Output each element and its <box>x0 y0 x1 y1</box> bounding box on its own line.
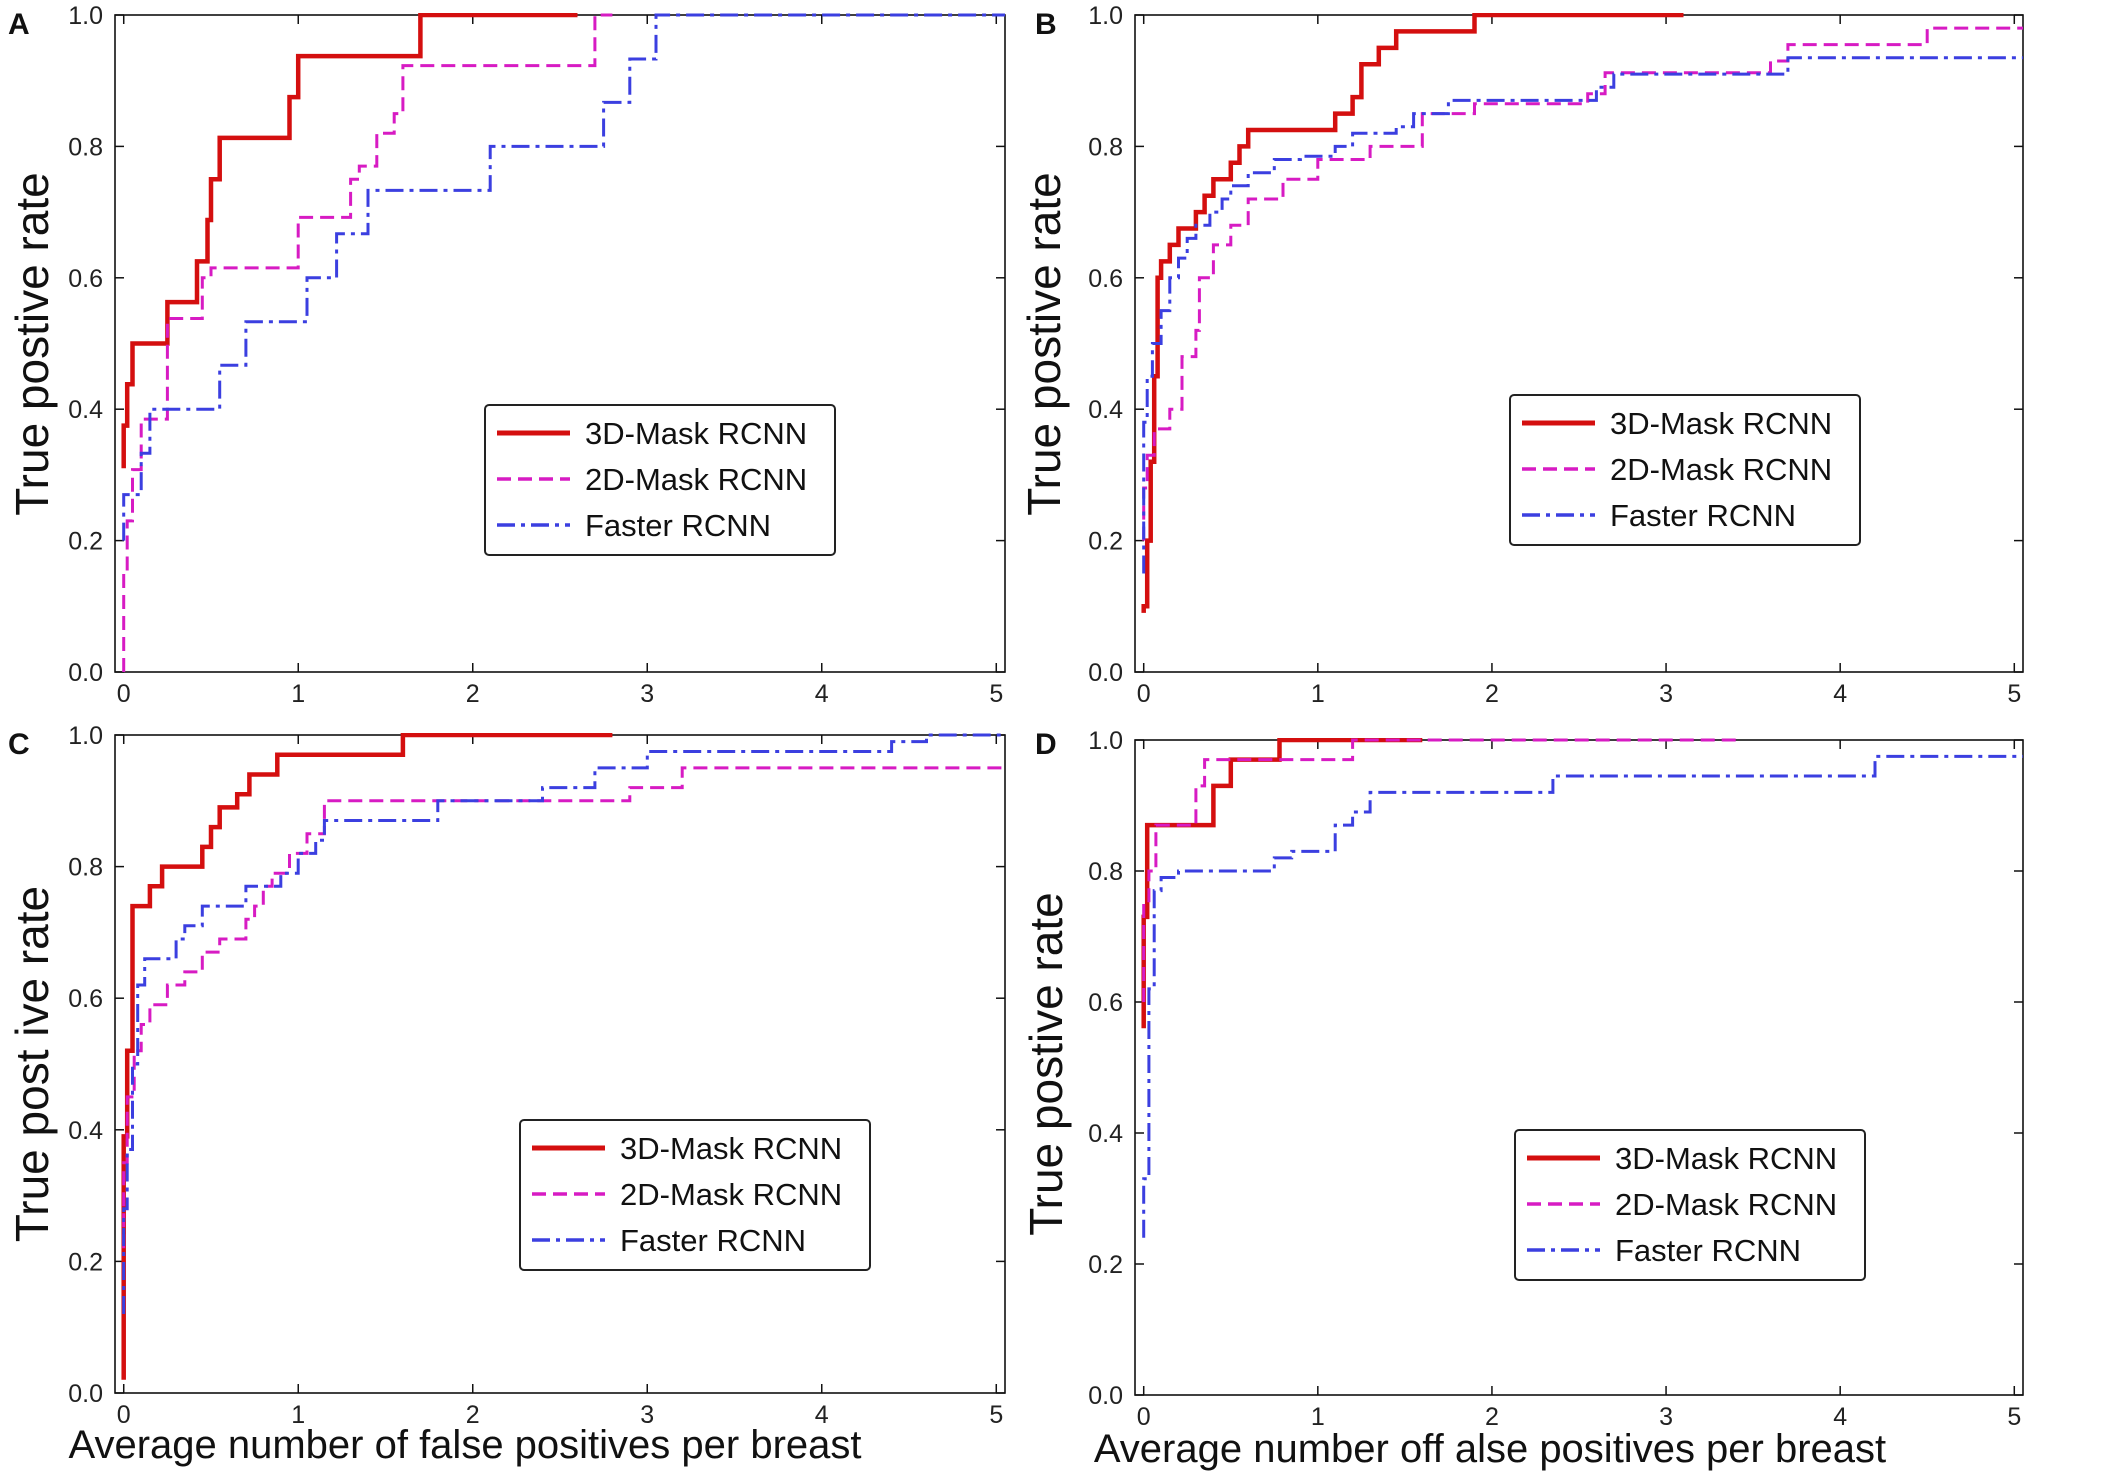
x-tick-label: 3 <box>640 680 654 708</box>
y-tick-label: 1.0 <box>1088 727 1123 755</box>
x-tick-label: 4 <box>815 1401 829 1429</box>
y-tick-label: 0.8 <box>1088 133 1123 161</box>
series-line-faster-rcnn <box>1142 56 2023 574</box>
plot-frame <box>114 734 1006 1394</box>
plot-frame <box>1134 14 2024 673</box>
series-line-2d-mask-rcnn <box>122 766 1005 1249</box>
y-tick-label: 1.0 <box>68 722 103 750</box>
x-tick-label: 4 <box>1833 680 1847 708</box>
legend-label: 3D-Mask RCNN <box>1615 1141 1837 1176</box>
y-tick-label: 0.6 <box>68 265 103 293</box>
legend-box <box>1509 394 1861 546</box>
legend: 3D-Mask RCNN 2D-Mask RCNN Faster RCNN <box>484 404 836 556</box>
x-tick-label: 2 <box>466 680 480 708</box>
x-tick-label: 2 <box>1485 1403 1499 1431</box>
legend-label: 2D-Mask RCNN <box>585 462 807 497</box>
y-tick-label: 0.2 <box>1088 1251 1123 1279</box>
y-axis-label: True postive rate <box>1018 172 1070 515</box>
y-tick-label: 0.0 <box>68 659 103 687</box>
y-axis-label: True postive rate <box>1020 892 1072 1235</box>
x-tick-label: 1 <box>291 1401 305 1429</box>
y-tick-label: 0.2 <box>68 1248 103 1276</box>
y-tick-label: 0.8 <box>1088 858 1123 886</box>
y-tick-label: 0.8 <box>68 854 103 882</box>
legend: 3D-Mask RCNN 2D-Mask RCNN Faster RCNN <box>519 1119 871 1271</box>
x-tick-label: 1 <box>291 680 305 708</box>
x-tick-label: 2 <box>1485 680 1499 708</box>
y-axis-label: True postive rate <box>6 172 58 515</box>
y-tick-label: 0.2 <box>68 528 103 556</box>
legend: 3D-Mask RCNN 2D-Mask RCNN Faster RCNN <box>1509 394 1861 546</box>
legend-label: Faster RCNN <box>620 1223 806 1258</box>
x-tick-label: 4 <box>1833 1403 1847 1431</box>
legend-label: 2D-Mask RCNN <box>1610 452 1832 487</box>
legend-label: 3D-Mask RCNN <box>1610 406 1832 441</box>
x-axis-label-right: Average number off alse positives per br… <box>1094 1427 1886 1471</box>
panel-label: D <box>1035 728 1057 761</box>
chart-panel-a: A True postive rate 0.0 0.2 0.4 0.6 0.8 1.0 0 1 2 3… <box>6 2 1006 708</box>
series-line-3d-mask-rcnn <box>121 13 578 469</box>
panel-label: C <box>8 728 30 761</box>
x-tick-label: 0 <box>1137 680 1151 708</box>
y-tick-label: 0.6 <box>1088 265 1123 293</box>
panel-label: A <box>8 8 30 41</box>
x-tick-label: 2 <box>466 1401 480 1429</box>
y-tick-label: 0.4 <box>68 1117 103 1145</box>
legend-box <box>1514 1129 1866 1281</box>
series-line-faster-rcnn <box>122 13 1005 541</box>
series-line-2d-mask-rcnn <box>1142 738 1736 1002</box>
series-line-3d-mask-rcnn <box>1141 13 1684 613</box>
x-tick-label: 5 <box>2007 680 2021 708</box>
series-line-faster-rcnn <box>122 733 1005 1314</box>
y-tick-label: 0.0 <box>1088 1382 1123 1410</box>
legend-label: 2D-Mask RCNN <box>1615 1187 1837 1222</box>
chart-panel-b: B True postive rate 0.0 0.2 0.4 0.6 0.8 1.0 0 1 2 3… <box>1018 2 2024 708</box>
legend-label: 2D-Mask RCNN <box>620 1177 842 1212</box>
y-tick-label: 0.4 <box>1088 396 1123 424</box>
legend-label: Faster RCNN <box>585 508 771 543</box>
x-tick-label: 3 <box>1659 680 1673 708</box>
legend: 3D-Mask RCNN 2D-Mask RCNN Faster RCNN <box>1514 1129 1866 1281</box>
y-tick-label: 0.0 <box>68 1380 103 1408</box>
chart-panel-d: D True postive rate 0.0 0.2 0.4 0.6 0.8 1.0 0 1 2 3… <box>1020 727 2024 1431</box>
y-tick-label: 1.0 <box>68 2 103 30</box>
series-line-2d-mask-rcnn <box>122 13 613 672</box>
y-axis-label: True post ive rate <box>6 886 58 1242</box>
legend-box <box>484 404 836 556</box>
plot-frame <box>1134 739 2024 1396</box>
y-tick-label: 0.0 <box>1088 659 1123 687</box>
legend-label: 3D-Mask RCNN <box>585 416 807 451</box>
x-tick-label: 0 <box>1137 1403 1151 1431</box>
series-line-3d-mask-rcnn <box>1141 738 1423 1029</box>
x-tick-label: 4 <box>815 680 829 708</box>
series-line-faster-rcnn <box>1142 754 2023 1238</box>
x-tick-label: 5 <box>989 680 1003 708</box>
legend-label: 3D-Mask RCNN <box>620 1131 842 1166</box>
legend-label: Faster RCNN <box>1610 498 1796 533</box>
series-line-3d-mask-rcnn <box>121 733 613 1380</box>
plot-frame <box>114 14 1006 673</box>
chart-panel-c: C True post ive rate 0.0 0.2 0.4 0.6 0.8 1.0 0 1 2… <box>6 722 1006 1429</box>
y-tick-label: 0.4 <box>68 396 103 424</box>
x-tick-label: 3 <box>640 1401 654 1429</box>
legend-box <box>519 1119 871 1271</box>
y-tick-label: 0.6 <box>68 985 103 1013</box>
y-tick-label: 1.0 <box>1088 2 1123 30</box>
x-tick-label: 0 <box>117 680 131 708</box>
y-tick-label: 0.8 <box>68 133 103 161</box>
x-tick-label: 1 <box>1311 1403 1325 1431</box>
y-tick-label: 0.4 <box>1088 1120 1123 1148</box>
x-axis-label-left: Average number of false positives per br… <box>68 1423 861 1467</box>
x-tick-label: 5 <box>2007 1403 2021 1431</box>
y-tick-label: 0.2 <box>1088 528 1123 556</box>
panel-label: B <box>1035 8 1057 41</box>
x-tick-label: 1 <box>1311 680 1325 708</box>
x-tick-label: 0 <box>117 1401 131 1429</box>
x-tick-label: 5 <box>989 1401 1003 1429</box>
legend-label: Faster RCNN <box>1615 1233 1801 1268</box>
y-tick-label: 0.6 <box>1088 989 1123 1017</box>
series-line-2d-mask-rcnn <box>1142 26 2023 541</box>
x-tick-label: 3 <box>1659 1403 1673 1431</box>
